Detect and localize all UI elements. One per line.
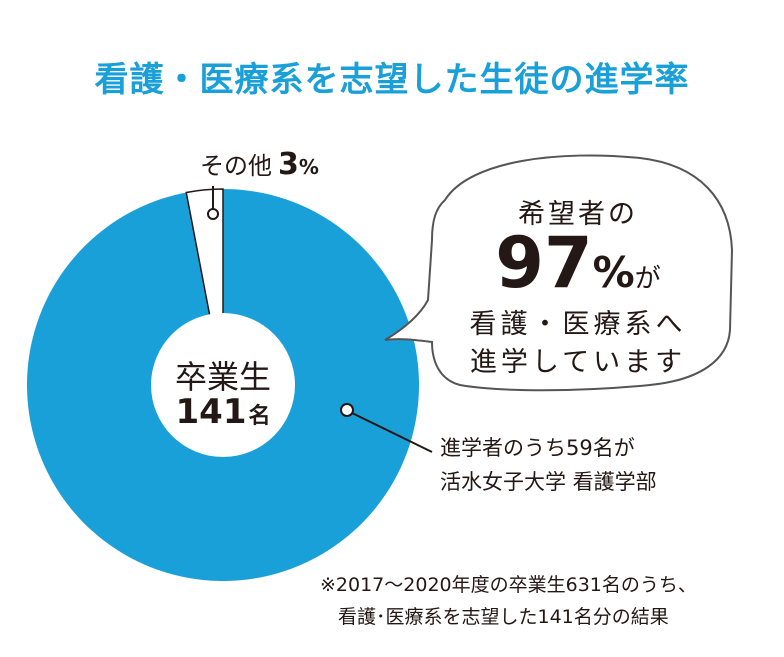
center-label: 卒業生 — [174, 358, 271, 396]
callout-leader-line — [351, 412, 433, 453]
bubble-line-4: 進学しています — [469, 347, 687, 378]
bubble-line-3: 看護・医療系へ — [469, 309, 687, 340]
bubble-percent: 97%が — [448, 228, 708, 314]
other-slice-label: その他 3% — [200, 146, 319, 182]
other-slice-percent: 3% — [278, 147, 319, 182]
other-leader-dot — [207, 208, 219, 220]
bubble-percent-unit: % — [592, 248, 635, 297]
bubble-line-1: 希望者の — [518, 199, 638, 230]
center-unit: 名 — [248, 404, 271, 429]
bubble-percent-value: 97 — [495, 222, 593, 304]
center-hole — [151, 313, 295, 457]
callout-line-2: 活水女子大学 看護学部 — [440, 470, 657, 494]
other-slice-name: その他 — [200, 152, 272, 180]
chart-title: 看護・医療系を志望した生徒の進学率 — [94, 60, 690, 100]
callout-line-1: 進学者のうち59名が — [440, 436, 635, 460]
center-value: 141 — [175, 392, 247, 432]
callout-leader-dot — [340, 403, 354, 417]
center-count: 141名 — [150, 392, 296, 432]
footnote-line-1: ※2017〜2020年度の卒業生631名のうち、 — [320, 574, 697, 596]
speech-bubble — [384, 154, 734, 392]
footnote-line-2: 看護･医療系を志望した141名分の結果 — [338, 606, 669, 628]
bubble-percent-suffix: が — [634, 264, 661, 294]
